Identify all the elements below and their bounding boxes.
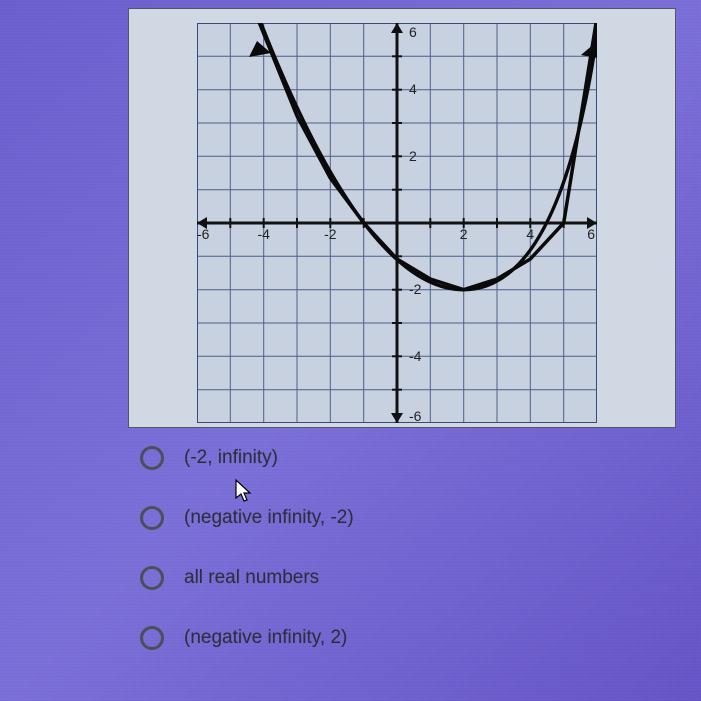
svg-text:4: 4: [526, 226, 534, 242]
option-a[interactable]: (-2, infinity): [140, 446, 354, 470]
svg-text:2: 2: [460, 226, 468, 242]
option-label: (-2, infinity): [184, 447, 278, 469]
svg-text:6: 6: [587, 226, 595, 242]
svg-text:4: 4: [409, 81, 417, 97]
y-axis-arrow-down: [391, 413, 403, 423]
y-axis-arrow-up: [391, 23, 403, 33]
svg-text:-6: -6: [197, 226, 210, 242]
parabola-graph: -6 -4 -2 2 4 6 -6 -4 -2 2 4 6: [197, 23, 597, 423]
answer-options: (-2, infinity) (negative infinity, -2) a…: [140, 446, 354, 686]
radio-icon[interactable]: [140, 506, 164, 530]
option-label: all real numbers: [184, 567, 319, 589]
svg-text:-4: -4: [409, 348, 422, 364]
option-label: (negative infinity, 2): [184, 627, 347, 649]
svg-text:-4: -4: [257, 226, 270, 242]
option-c[interactable]: all real numbers: [140, 566, 354, 590]
svg-text:-2: -2: [324, 226, 337, 242]
option-label: (negative infinity, -2): [184, 507, 354, 529]
svg-text:2: 2: [409, 148, 417, 164]
svg-text:-6: -6: [409, 408, 422, 423]
question-panel: -6 -4 -2 2 4 6 -6 -4 -2 2 4 6: [128, 8, 676, 428]
option-b[interactable]: (negative infinity, -2): [140, 506, 354, 530]
radio-icon[interactable]: [140, 626, 164, 650]
radio-icon[interactable]: [140, 566, 164, 590]
option-d[interactable]: (negative infinity, 2): [140, 626, 354, 650]
svg-text:6: 6: [409, 24, 417, 40]
svg-text:-2: -2: [409, 281, 422, 297]
graph-container: -6 -4 -2 2 4 6 -6 -4 -2 2 4 6: [197, 23, 597, 423]
radio-icon[interactable]: [140, 446, 164, 470]
